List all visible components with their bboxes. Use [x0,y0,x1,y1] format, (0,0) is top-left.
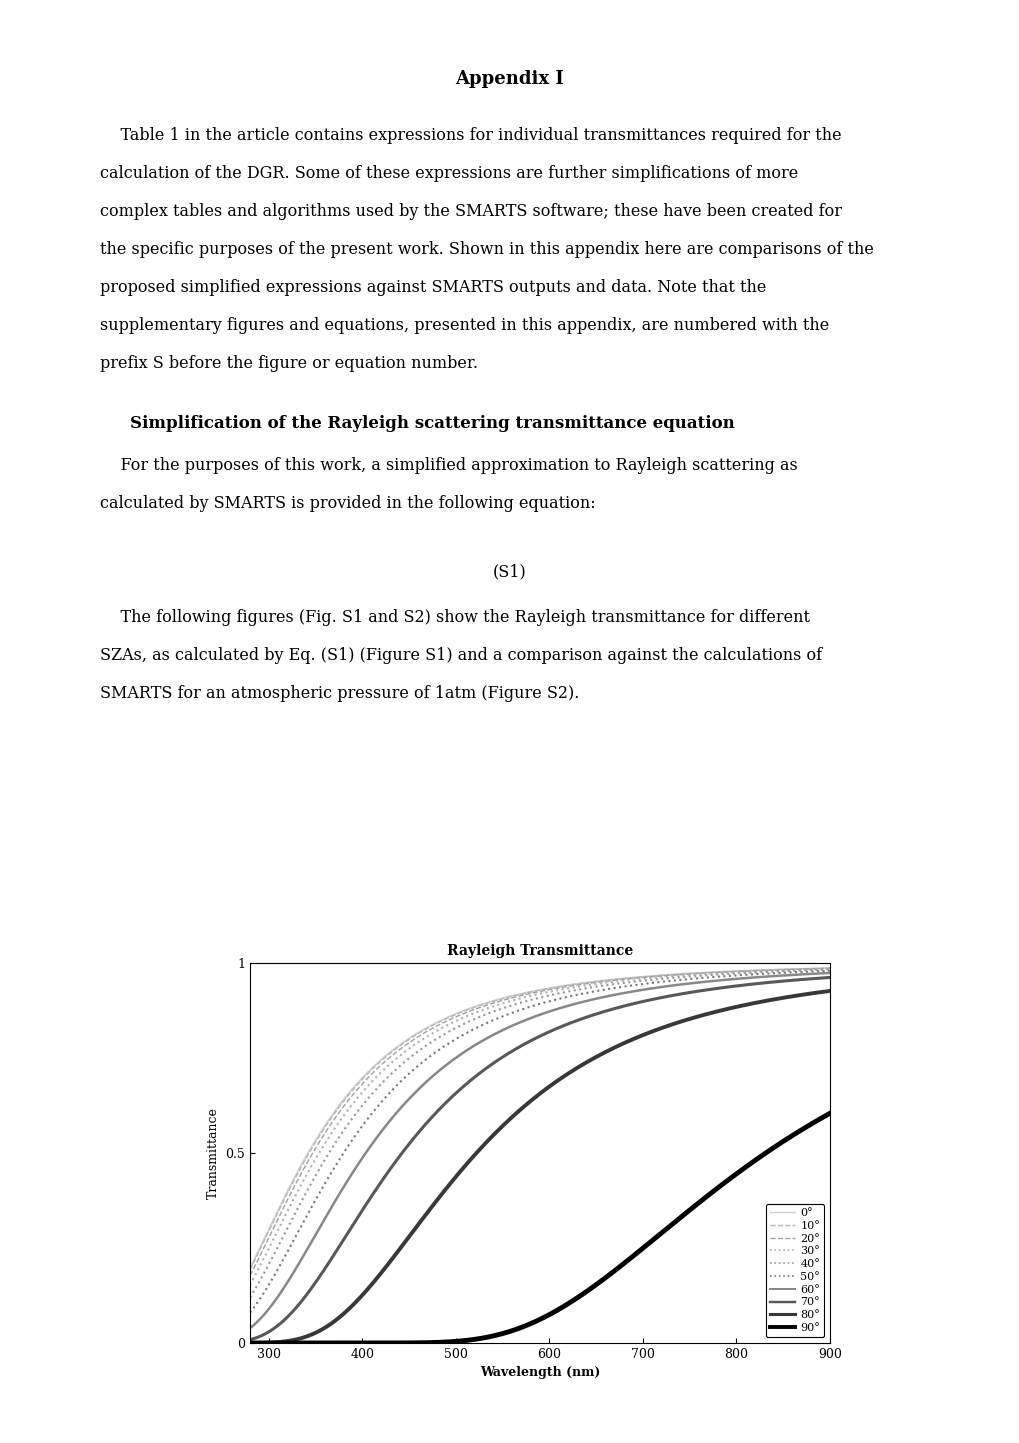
Text: prefix S before the figure or equation number.: prefix S before the figure or equation n… [100,355,478,372]
Text: Simplification of the Rayleigh scattering transmittance equation: Simplification of the Rayleigh scatterin… [129,416,734,431]
Legend: 0°, 10°, 20°, 30°, 40°, 50°, 60°, 70°, 80°, 90°: 0°, 10°, 20°, 30°, 40°, 50°, 60°, 70°, 8… [765,1203,823,1338]
Text: Appendix I: Appendix I [455,71,564,88]
Title: Rayleigh Transmittance: Rayleigh Transmittance [446,944,633,958]
Y-axis label: Transmittance: Transmittance [207,1107,220,1199]
X-axis label: Wavelength (nm): Wavelength (nm) [479,1367,599,1380]
Text: calculated by SMARTS is provided in the following equation:: calculated by SMARTS is provided in the … [100,495,595,512]
Text: complex tables and algorithms used by the SMARTS software; these have been creat: complex tables and algorithms used by th… [100,203,841,219]
Text: Table 1 in the article contains expressions for individual transmittances requir: Table 1 in the article contains expressi… [100,127,841,144]
Text: SZAs, as calculated by Eq. (S1) (Figure S1) and a comparison against the calcula: SZAs, as calculated by Eq. (S1) (Figure … [100,646,821,664]
Text: supplementary figures and equations, presented in this appendix, are numbered wi: supplementary figures and equations, pre… [100,317,828,333]
Text: the specific purposes of the present work. Shown in this appendix here are compa: the specific purposes of the present wor… [100,241,873,258]
Text: calculation of the DGR. Some of these expressions are further simplifications of: calculation of the DGR. Some of these ex… [100,165,798,182]
Text: For the purposes of this work, a simplified approximation to Rayleigh scattering: For the purposes of this work, a simplif… [100,457,797,473]
Text: (S1): (S1) [492,563,527,580]
Text: The following figures (Fig. S1 and S2) show the Rayleigh transmittance for diffe: The following figures (Fig. S1 and S2) s… [100,609,809,626]
Text: SMARTS for an atmospheric pressure of 1atm (Figure S2).: SMARTS for an atmospheric pressure of 1a… [100,685,579,701]
Text: proposed simplified expressions against SMARTS outputs and data. Note that the: proposed simplified expressions against … [100,278,765,296]
